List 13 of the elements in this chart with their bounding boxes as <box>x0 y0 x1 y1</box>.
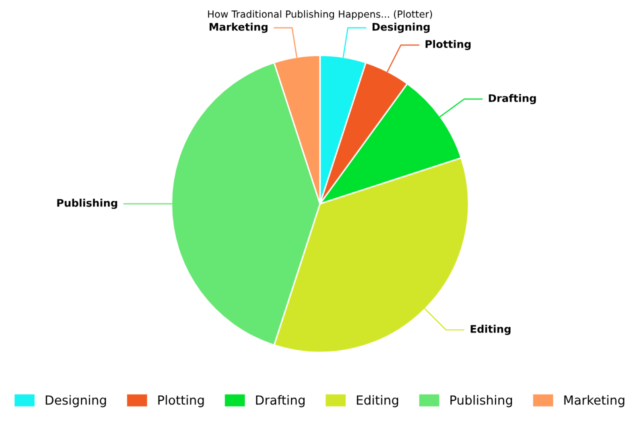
slice-label: Drafting <box>488 94 536 104</box>
slice-label: Plotting <box>426 40 471 50</box>
legend-label: Marketing <box>564 395 624 408</box>
slice-label: Designing <box>372 22 430 33</box>
legend-label: Editing <box>356 395 398 408</box>
legend-label: Publishing <box>450 395 512 408</box>
legend-label: Drafting <box>256 395 305 408</box>
slice-label: Publishing <box>57 198 118 209</box>
slice-label: Editing <box>470 324 510 335</box>
chart-title: How Traditional Publishing Happens... (Plotter) <box>208 10 432 20</box>
slice-label: Marketing <box>210 22 268 33</box>
legend-label: Designing <box>46 395 106 408</box>
legend-label: Plotting <box>158 395 204 408</box>
